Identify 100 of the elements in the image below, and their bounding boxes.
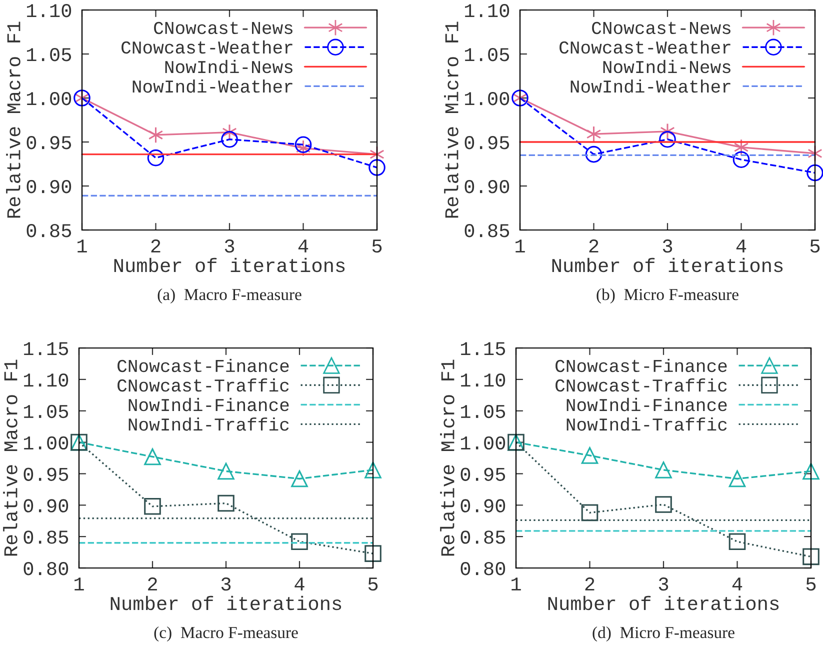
legend-label: CNowcast-News — [154, 22, 292, 34]
point — [296, 140, 311, 157]
legend-label: NowIndi-Traffic — [566, 417, 727, 431]
x-tick-label: 5 — [368, 578, 378, 591]
legend-label: NowIndi-Finance — [566, 398, 727, 412]
y-tick-label: 1.10 — [465, 4, 510, 18]
point — [368, 159, 386, 176]
x-tick-label: 3 — [662, 239, 672, 253]
x-tick-label: 2 — [148, 577, 157, 590]
point — [585, 146, 602, 163]
point — [586, 126, 602, 142]
y-tick-label: 0.90 — [24, 499, 68, 512]
legend-label: NowIndi-Weather — [570, 79, 730, 93]
x-tick-label: 3 — [658, 577, 668, 591]
legend-label: NowIndi-Weather — [132, 79, 292, 93]
y-tick-label: 1.05 — [465, 48, 510, 62]
legend-label: CNowcast-News — [592, 22, 730, 34]
x-tick-label: 2 — [585, 577, 594, 590]
point — [370, 146, 384, 163]
x-tick-label: 3 — [221, 577, 231, 591]
legend-label: NowIndi-Finance — [128, 398, 289, 412]
point — [734, 138, 749, 156]
x-tick-label: 1 — [516, 240, 525, 252]
y-tick-label: 1.05 — [24, 404, 68, 418]
x-tick-label: 5 — [806, 578, 816, 591]
x-tick-label: 1 — [74, 578, 84, 590]
legend-label: CNowcast-Traffic — [556, 378, 727, 392]
y-tick-label: 1.00 — [24, 436, 68, 450]
point — [222, 124, 237, 141]
y-tick-label: 1.10 — [461, 373, 506, 387]
point — [291, 533, 308, 550]
x-tick-label: 4 — [736, 240, 746, 252]
x-tick-label: 4 — [298, 240, 308, 252]
x-tick-label: 4 — [732, 578, 742, 590]
point — [655, 462, 672, 478]
point — [728, 470, 746, 488]
x-tick-label: 2 — [151, 239, 160, 252]
y-tick-label: 0.80 — [24, 562, 68, 576]
text: (c) Macro F-measure — [154, 626, 298, 642]
x-axis-title: Number of iterations — [110, 596, 342, 610]
y-tick-label: 0.90 — [460, 499, 506, 512]
point — [732, 151, 750, 168]
point — [581, 447, 598, 464]
y-tick-label: 1.05 — [461, 404, 506, 418]
legend-label: CNowcast-Weather — [122, 40, 292, 54]
point — [659, 130, 676, 148]
point — [655, 496, 672, 513]
y-tick-label: 0.90 — [26, 180, 72, 194]
y-tick-label: 1.00 — [465, 92, 510, 106]
y-tick-label: 1.10 — [24, 373, 68, 387]
point — [148, 126, 164, 144]
y-tick-label: 1.15 — [461, 342, 506, 356]
legend-label: NowIndi-Traffic — [128, 417, 289, 431]
y-tick-label: 1.00 — [461, 436, 506, 450]
y-tick-label: 0.85 — [26, 224, 72, 238]
point — [294, 136, 312, 154]
y-tick-label: 0.95 — [464, 136, 510, 150]
point — [581, 504, 598, 522]
y-tick-label: 0.85 — [24, 530, 68, 544]
y-tick-label: 0.95 — [26, 136, 72, 150]
x-tick-label: 2 — [589, 239, 598, 252]
y-axis-title: Relative Micro F1 — [444, 22, 458, 218]
y-axis-title: Relative Micro F1 — [440, 360, 454, 556]
x-tick-label: 1 — [512, 578, 521, 590]
y-tick-label: 0.80 — [460, 562, 506, 576]
y-tick-label: 0.85 — [460, 530, 506, 544]
point — [660, 123, 675, 140]
legend-label: CNowcast-Weather — [560, 40, 730, 54]
x-tick-label: 5 — [810, 240, 820, 253]
x-tick-label: 1 — [78, 240, 87, 252]
y-tick-label: 1.00 — [27, 92, 72, 106]
y-axis-title: Relative Macro F1 — [3, 360, 18, 556]
x-axis-title: Number of iterations — [552, 258, 783, 272]
point — [218, 462, 234, 480]
y-tick-label: 1.05 — [27, 48, 72, 62]
point — [218, 494, 234, 512]
point — [364, 462, 382, 478]
x-axis-title: Number of iterations — [114, 258, 345, 272]
point — [802, 462, 820, 480]
point — [728, 533, 746, 550]
legend-label: NowIndi-News — [603, 60, 730, 74]
point — [144, 498, 161, 515]
legend-label: CNowcast-Finance — [556, 358, 727, 372]
legend-label: CNowcast-Finance — [118, 358, 289, 372]
x-tick-label: 3 — [224, 239, 234, 253]
y-tick-label: 0.85 — [464, 224, 510, 238]
y-tick-label: 0.95 — [24, 468, 68, 481]
point — [221, 130, 238, 148]
point — [144, 448, 161, 466]
x-tick-label: 5 — [372, 240, 382, 253]
point — [147, 149, 164, 166]
text: (b) Micro F-measure — [596, 288, 738, 304]
point — [802, 548, 820, 566]
y-tick-label: 0.95 — [460, 468, 506, 481]
y-axis-title: Relative Macro F1 — [6, 22, 20, 218]
point — [806, 164, 823, 182]
x-tick-label: 4 — [294, 578, 304, 590]
point — [808, 145, 822, 162]
point — [364, 545, 382, 562]
legend-label: NowIndi-News — [165, 60, 292, 74]
